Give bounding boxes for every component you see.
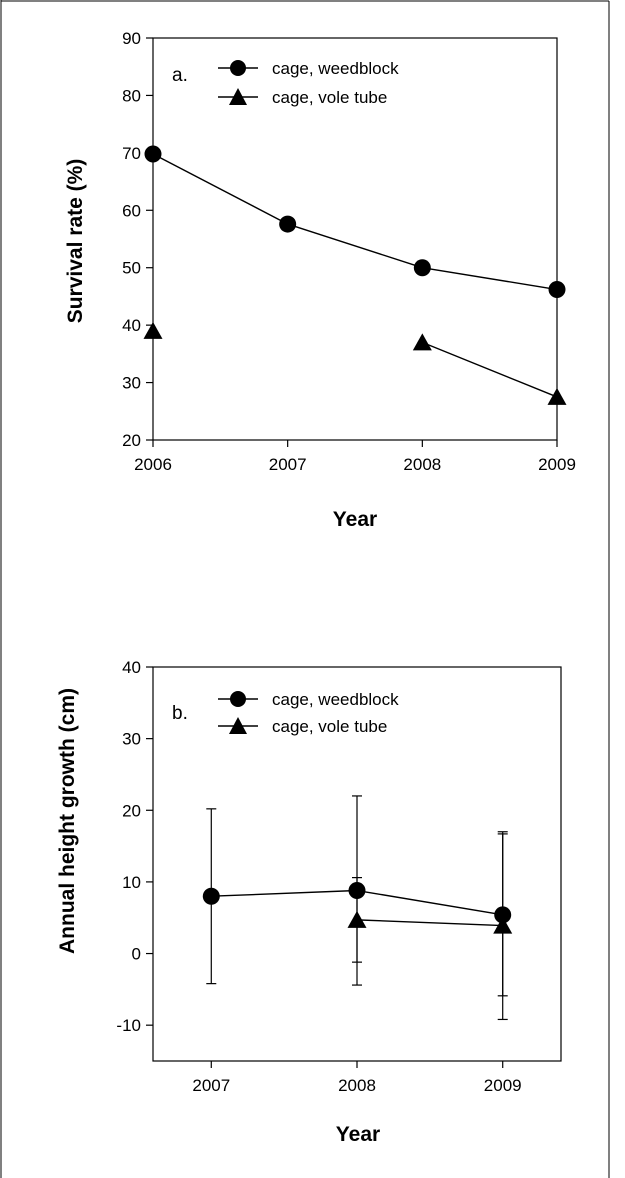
x-tick-label: 2008 [403, 455, 441, 474]
legend-marker-vole-tube [229, 88, 247, 105]
series-line [422, 341, 558, 398]
y-tick-label: 10 [122, 873, 141, 892]
y-tick-label: 50 [122, 259, 141, 278]
y-tick-label: 30 [122, 374, 141, 393]
data-point-triangle [143, 321, 163, 339]
series-line [422, 267, 558, 291]
y-tick-label: 40 [122, 658, 141, 677]
y-tick-label: 0 [132, 945, 141, 964]
legend-label-vole-tube: cage, vole tube [272, 88, 387, 107]
x-tick-label: 2008 [338, 1076, 376, 1095]
y-tick-label: 20 [122, 801, 141, 820]
data-point-circle [413, 259, 431, 277]
data-point-triangle [493, 916, 513, 934]
x-axis-title: Year [336, 1123, 380, 1146]
data-point-circle [202, 887, 220, 905]
legend-marker-weedblock [230, 60, 246, 76]
data-point-triangle [412, 333, 432, 351]
legend-marker-weedblock [230, 691, 246, 707]
y-tick-label: 40 [122, 316, 141, 335]
data-point-circle [144, 145, 162, 163]
series-vole-tube [347, 833, 513, 997]
series-weedblock [144, 145, 566, 299]
y-tick-label: 80 [122, 86, 141, 105]
axes: -10 0 10 20 30 40 2007 2008 2009 [116, 658, 562, 1095]
series-line [211, 889, 358, 897]
legend-label-vole-tube: cage, vole tube [272, 717, 387, 736]
series-line [152, 153, 288, 225]
y-tick-label: -10 [116, 1016, 141, 1035]
x-tick-label: 2009 [538, 455, 576, 474]
y-axis-title: Annual height growth (cm) [56, 688, 79, 954]
y-tick-label: 90 [122, 29, 141, 48]
data-point-triangle [347, 910, 367, 928]
legend-label-weedblock: cage, weedblock [272, 59, 399, 78]
series-line [356, 889, 503, 916]
height-growth-chart: b. Annual height growth (cm) Year cage, … [56, 658, 562, 1146]
x-tick-label: 2007 [269, 455, 307, 474]
y-axis-title: Survival rate (%) [64, 159, 87, 324]
data-point-circle [279, 215, 297, 233]
survival-rate-chart: a. Survival rate (%) Year cage, weedbloc… [64, 29, 576, 531]
x-tick-label: 2007 [192, 1076, 230, 1095]
plot-frame [152, 37, 558, 441]
data-point-circle [548, 281, 566, 299]
y-tick-label: 30 [122, 730, 141, 749]
panel-label: a. [172, 65, 188, 86]
x-tick-label: 2006 [134, 455, 172, 474]
x-axis-title: Year [333, 508, 377, 531]
axes: 20 30 40 50 60 70 80 90 2006 2007 2008 2009 [122, 29, 576, 474]
legend-label-weedblock: cage, weedblock [272, 690, 399, 709]
data-point-triangle [547, 387, 567, 405]
panel-label: b. [172, 703, 188, 724]
y-tick-label: 20 [122, 431, 141, 450]
x-tick-label: 2009 [484, 1076, 522, 1095]
series-line [356, 919, 503, 927]
legend: cage, weedblock cage, vole tube [218, 690, 399, 736]
legend-marker-vole-tube [229, 717, 247, 734]
y-tick-label: 70 [122, 144, 141, 163]
y-tick-label: 60 [122, 201, 141, 220]
series-line [287, 223, 423, 269]
legend: cage, weedblock cage, vole tube [218, 59, 399, 107]
series-vole-tube [143, 321, 567, 405]
